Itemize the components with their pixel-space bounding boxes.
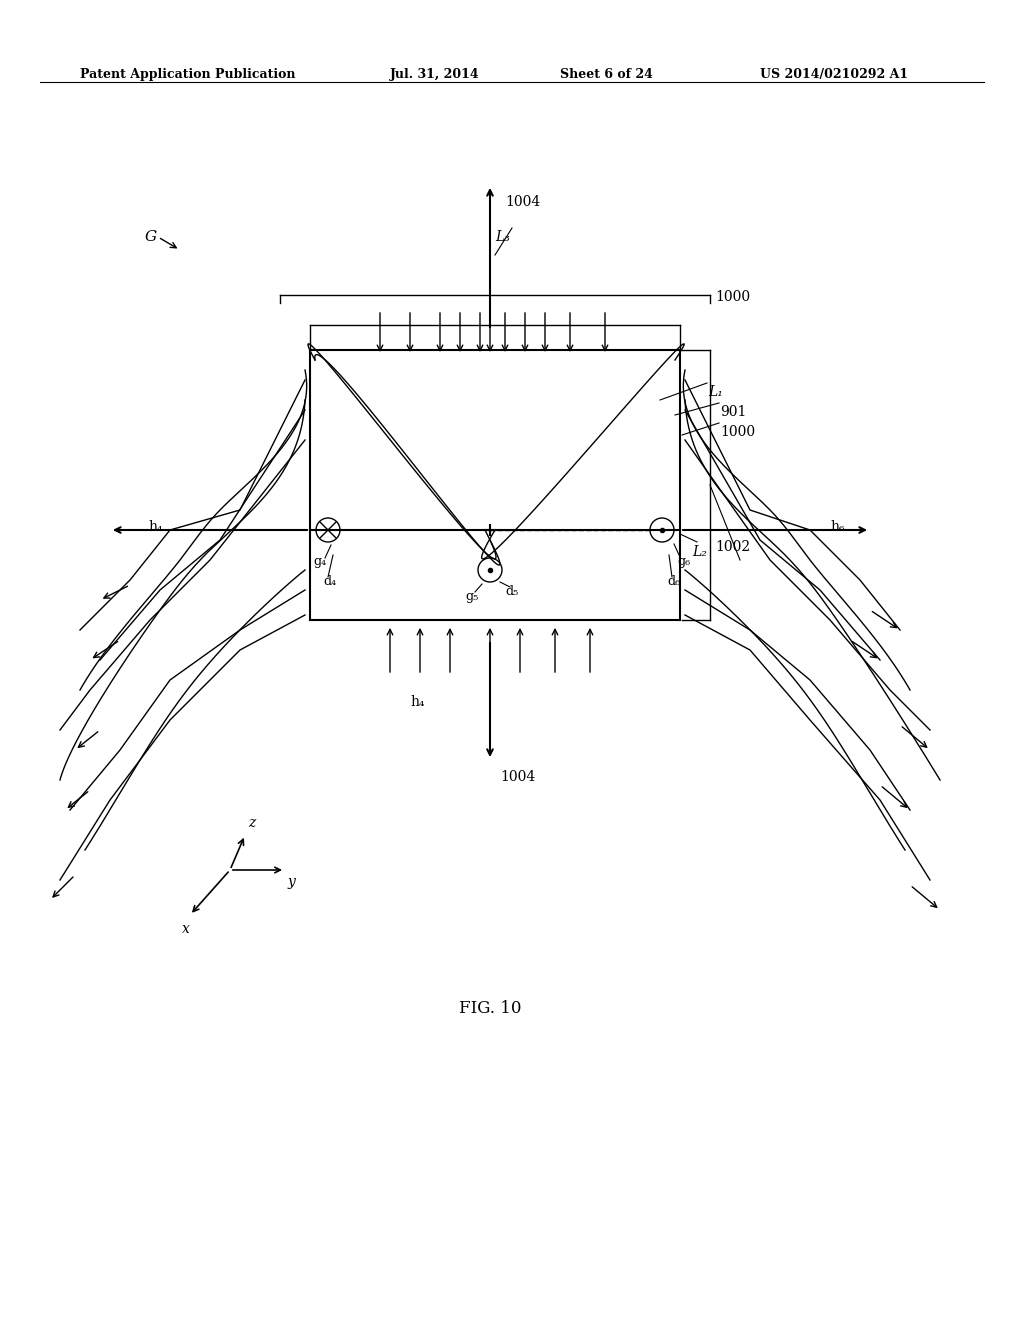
Text: L₂: L₂ xyxy=(692,545,707,558)
Text: 1002: 1002 xyxy=(715,540,751,554)
Text: d₅: d₅ xyxy=(505,585,518,598)
Text: d₆: d₆ xyxy=(667,576,680,587)
Text: x: x xyxy=(182,921,189,936)
Text: h₄: h₄ xyxy=(148,520,163,535)
Text: g₆: g₆ xyxy=(677,554,690,568)
Text: US 2014/0210292 A1: US 2014/0210292 A1 xyxy=(760,69,908,81)
Text: y: y xyxy=(288,875,296,888)
Text: d₄: d₄ xyxy=(323,576,336,587)
Text: Sheet 6 of 24: Sheet 6 of 24 xyxy=(560,69,653,81)
Text: 1000: 1000 xyxy=(720,425,755,440)
Text: L₁: L₁ xyxy=(708,385,723,399)
Text: 1004: 1004 xyxy=(505,195,541,209)
Text: Patent Application Publication: Patent Application Publication xyxy=(80,69,296,81)
Text: g₅: g₅ xyxy=(465,590,478,603)
Text: FIG. 10: FIG. 10 xyxy=(459,1001,521,1016)
Text: L₃: L₃ xyxy=(495,230,510,244)
Text: h₆: h₆ xyxy=(830,520,845,535)
Text: Jul. 31, 2014: Jul. 31, 2014 xyxy=(390,69,479,81)
Text: h₄: h₄ xyxy=(410,696,425,709)
Text: 901: 901 xyxy=(720,405,746,418)
Text: 1000: 1000 xyxy=(715,290,751,304)
Text: 1004: 1004 xyxy=(500,770,536,784)
Text: g₄: g₄ xyxy=(313,554,326,568)
Text: z: z xyxy=(248,816,255,830)
Text: G: G xyxy=(145,230,157,244)
